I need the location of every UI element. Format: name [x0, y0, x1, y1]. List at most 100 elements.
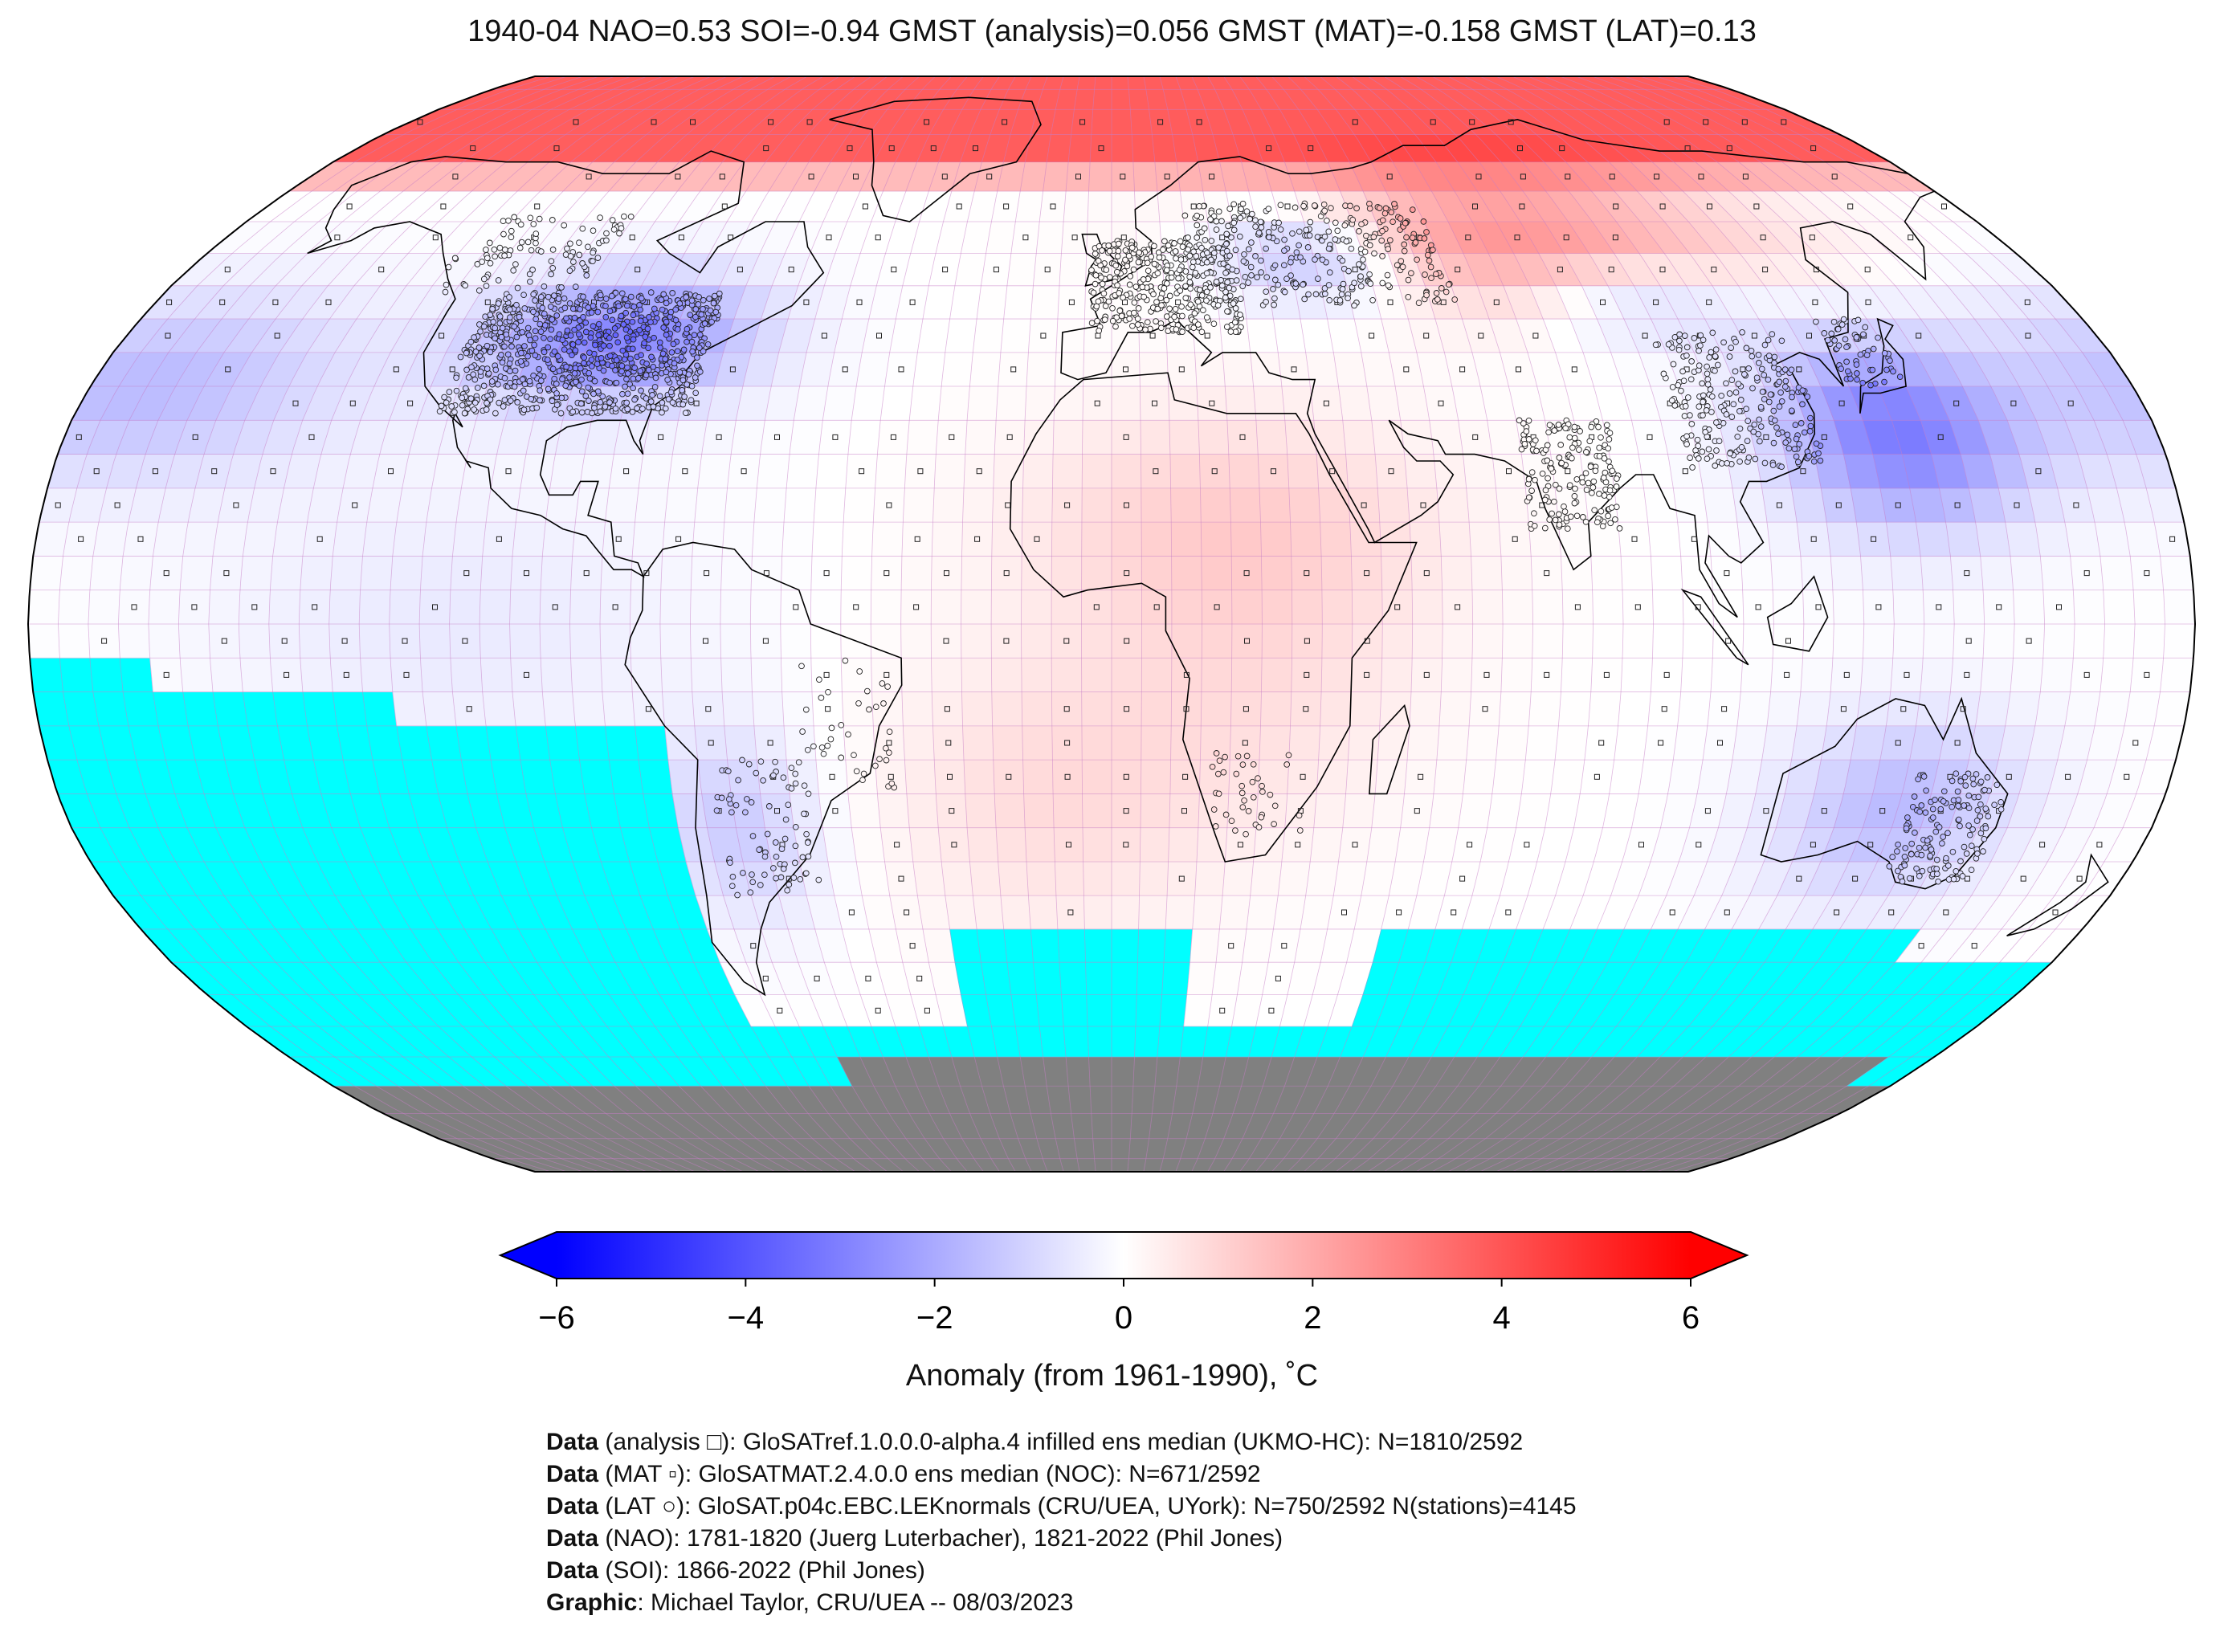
grid-cell: [1141, 589, 1173, 625]
station-marker: [1759, 389, 1766, 395]
grid-cell: [1458, 419, 1493, 455]
grid-cell: [1980, 556, 2014, 591]
grid-cell: [1085, 961, 1112, 995]
station-marker: [488, 378, 496, 385]
station-marker: [1712, 346, 1720, 353]
station-marker: [660, 324, 667, 331]
grid-cell: [178, 589, 210, 625]
station-marker: [1784, 431, 1791, 438]
grid-cell: [1348, 487, 1381, 523]
station-marker: [613, 357, 620, 364]
grid-cell: [1021, 691, 1053, 727]
grid-cell: [1702, 725, 1738, 761]
station-marker: [563, 363, 569, 370]
grid-cell: [1532, 623, 1564, 659]
grid-cell: [604, 487, 639, 523]
station-marker: [1806, 428, 1814, 434]
station-marker: [1187, 301, 1194, 308]
grid-cell: [961, 589, 992, 625]
grid-cell: [1433, 759, 1467, 794]
station-marker: [1345, 295, 1351, 302]
grid-cell: [949, 285, 981, 320]
grid-cell: [662, 521, 695, 557]
station-marker: [1716, 438, 1723, 445]
station-marker: [1232, 247, 1239, 254]
grid-cell: [750, 657, 783, 692]
station-marker: [685, 371, 692, 378]
station-marker: [545, 344, 552, 351]
world-map: [27, 75, 2197, 1173]
station-marker: [630, 336, 637, 343]
station-marker: [547, 304, 554, 310]
grid-cell: [1860, 657, 1894, 692]
station-marker: [1225, 222, 1231, 230]
grid-cell: [1592, 623, 1624, 659]
grid-cell: [1381, 556, 1413, 591]
grid-cell: [1051, 623, 1082, 659]
station-marker: [569, 408, 577, 415]
grid-cell: [29, 657, 63, 692]
station-marker: [606, 379, 613, 386]
station-marker: [701, 320, 708, 327]
station-marker: [580, 293, 586, 300]
grid-cell: [238, 589, 271, 625]
grid-cell: [912, 861, 946, 896]
grid-cell: [1856, 521, 1891, 557]
grid-cell: [1065, 161, 1091, 192]
grid-cell: [390, 657, 423, 692]
grid-cell: [1165, 895, 1195, 930]
grid-cell: [1440, 657, 1473, 692]
grid-cell: [1291, 657, 1323, 692]
grid-cell: [1033, 961, 1062, 995]
grid-cell: [720, 623, 752, 659]
station-marker: [1385, 246, 1392, 252]
grid-cell: [1111, 759, 1142, 794]
station-marker: [694, 362, 700, 369]
station-marker: [1332, 219, 1339, 226]
station-marker: [597, 408, 604, 415]
grid-cell: [2094, 691, 2131, 727]
grid-cell: [300, 556, 333, 591]
station-marker: [1202, 236, 1209, 243]
grid-cell: [1463, 759, 1496, 794]
station-marker: [1266, 234, 1272, 241]
grid-cell: [2039, 556, 2074, 591]
grid-cell: [549, 759, 586, 794]
grid-cell: [932, 725, 965, 761]
station-marker: [1293, 249, 1300, 256]
grid-cell: [1550, 759, 1585, 794]
station-marker: [1177, 256, 1185, 263]
station-marker: [662, 356, 669, 362]
grid-cell: [418, 589, 451, 625]
station-marker: [644, 325, 651, 332]
station-marker: [1761, 341, 1769, 349]
station-marker: [1230, 226, 1238, 234]
station-marker: [630, 375, 637, 382]
station-marker: [1230, 300, 1237, 307]
station-marker: [650, 403, 657, 410]
grid-cell: [541, 691, 576, 727]
grid-cell: [966, 827, 999, 863]
station-marker: [1321, 233, 1328, 240]
station-marker: [1718, 392, 1725, 399]
station-marker: [635, 374, 642, 381]
grid-cell: [178, 623, 210, 659]
station-marker: [643, 395, 650, 402]
grid-cell: [153, 521, 189, 557]
station-marker: [1379, 227, 1385, 235]
station-marker: [1226, 252, 1233, 259]
grid-cell: [148, 623, 181, 659]
grid-cell: [1230, 691, 1262, 727]
station-marker: [1399, 263, 1406, 271]
grid-cell: [1860, 556, 1894, 591]
station-marker: [1191, 310, 1198, 316]
station-marker: [537, 377, 545, 384]
station-marker: [624, 406, 631, 413]
grid-cell: [932, 487, 965, 523]
station-marker: [1210, 320, 1218, 328]
station-marker: [1109, 304, 1116, 312]
grid-cell: [1067, 134, 1092, 162]
grid-cell: [392, 521, 427, 557]
grid-cell: [149, 556, 184, 591]
grid-cell: [976, 285, 1008, 320]
